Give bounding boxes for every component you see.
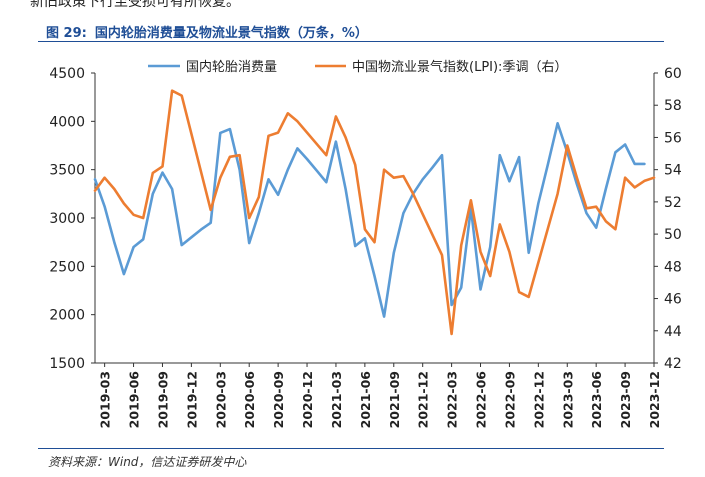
tire-consumption-line	[93, 122, 646, 318]
title-divider	[38, 41, 664, 42]
figure-number: 图 29:	[46, 26, 87, 41]
x-tick-label: 2023-12	[647, 371, 662, 428]
right-tick-label: 46	[664, 292, 682, 308]
x-tick-label: 2022-12	[531, 371, 546, 428]
x-tick-label: 2021-09	[387, 371, 402, 428]
x-tick-label: 2022-03	[445, 371, 460, 428]
x-tick-label: 2020-12	[300, 371, 315, 428]
x-tick-label: 2021-12	[416, 371, 431, 428]
right-tick-label: 48	[664, 259, 682, 275]
source-note: 资料来源：Wind，信达证券研发中心	[48, 455, 247, 469]
x-tick-label: 2023-06	[589, 371, 604, 429]
left-tick-label: 3500	[49, 163, 85, 179]
x-tick-label: 2022-09	[502, 371, 517, 428]
chart-legend: 国内轮胎消费量 中国物流业景气指数(LPI):季调（右）	[148, 59, 567, 75]
top-cropped-text: 新旧政策下行至受损可有所恢复。	[30, 0, 240, 10]
source-divider	[38, 448, 664, 449]
x-tick-label: 2021-06	[358, 371, 373, 429]
x-tick-label: 2019-12	[184, 371, 199, 428]
right-tick-label: 60	[664, 66, 682, 82]
right-tick-label: 42	[664, 356, 682, 372]
right-tick-label: 44	[664, 324, 682, 340]
x-tick-label: 2019-03	[98, 371, 113, 428]
left-tick-label: 4500	[49, 66, 85, 82]
x-tick-label: 2020-09	[271, 371, 286, 428]
right-tick-label: 58	[664, 98, 682, 114]
figure-title: 图 29: 国内轮胎消费量及物流业景气指数（万条，%）	[46, 22, 368, 41]
left-tick-label: 3000	[49, 211, 85, 227]
x-tick-label: 2020-06	[242, 371, 257, 429]
right-tick-label: 50	[664, 227, 682, 243]
x-tick-label: 2022-06	[474, 371, 489, 429]
legend-tire-label: 国内轮胎消费量	[186, 59, 277, 75]
x-tick-label: 2023-09	[618, 371, 633, 428]
x-tick-label: 2019-06	[127, 371, 142, 429]
left-tick-label: 2500	[49, 259, 85, 275]
left-tick-label: 4000	[49, 114, 85, 130]
right-tick-label: 52	[664, 195, 682, 211]
chart-series	[93, 89, 656, 336]
x-tick-label: 2019-09	[155, 371, 170, 428]
x-tick-label: 2023-03	[560, 371, 575, 428]
right-tick-label: 54	[664, 163, 682, 179]
chart-axes: 1500 2000 2500 3000 3500 4000 4500 42 44 46 48 50 52…	[49, 66, 682, 428]
right-tick-label: 56	[664, 130, 682, 146]
left-tick-label: 1500	[49, 356, 85, 372]
x-tick-label: 2021-03	[329, 371, 344, 428]
legend-lpi-label: 中国物流业景气指数(LPI):季调（右）	[352, 59, 567, 75]
x-tick-label: 2020-03	[213, 371, 228, 428]
figure-title-text: 国内轮胎消费量及物流业景气指数（万条，%）	[94, 26, 368, 41]
lpi-line	[93, 89, 656, 336]
left-tick-label: 2000	[49, 308, 85, 324]
